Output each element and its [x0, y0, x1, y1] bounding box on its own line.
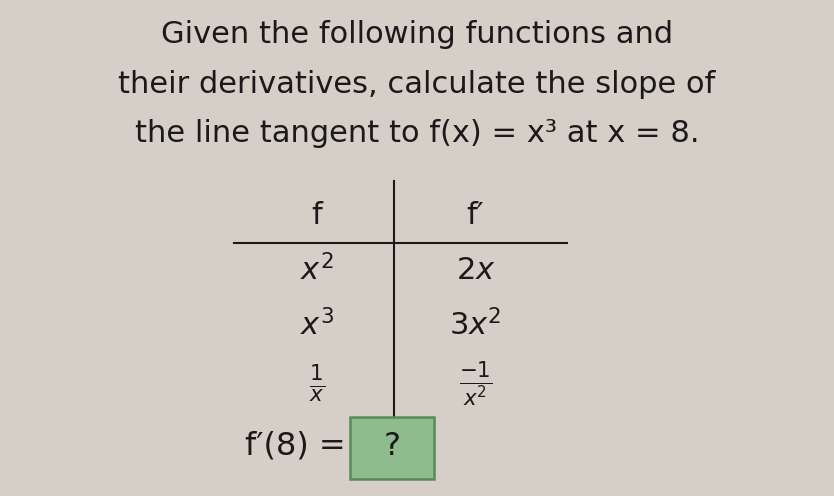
- Text: $x^3$: $x^3$: [300, 309, 334, 341]
- Text: the line tangent to f(x) = x³ at x = 8.: the line tangent to f(x) = x³ at x = 8.: [135, 120, 699, 148]
- FancyBboxPatch shape: [350, 417, 434, 479]
- Text: $2x$: $2x$: [455, 256, 495, 285]
- Text: f′(8) =: f′(8) =: [245, 431, 346, 462]
- Text: $3x^2$: $3x^2$: [450, 309, 501, 341]
- Text: $\frac{1}{x}$: $\frac{1}{x}$: [309, 364, 325, 405]
- Text: $\frac{-1}{x^2}$: $\frac{-1}{x^2}$: [459, 360, 492, 409]
- Text: f′: f′: [466, 201, 485, 230]
- Text: $x^2$: $x^2$: [300, 254, 334, 287]
- Text: Given the following functions and: Given the following functions and: [161, 20, 673, 49]
- Text: ?: ?: [384, 431, 400, 462]
- Text: f: f: [312, 201, 322, 230]
- Text: their derivatives, calculate the slope of: their derivatives, calculate the slope o…: [118, 70, 716, 99]
